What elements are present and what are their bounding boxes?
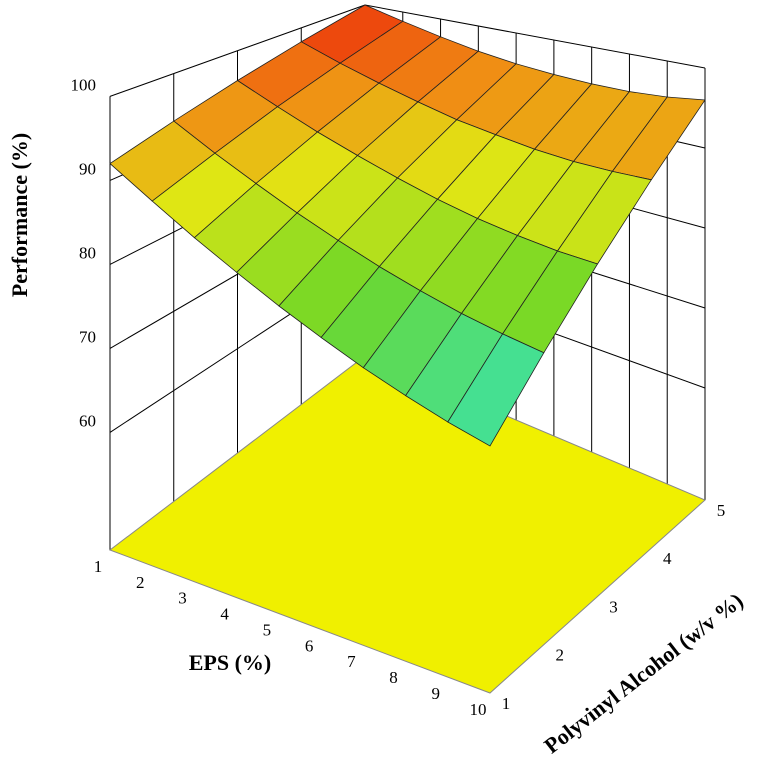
y-tick-label: 4 bbox=[663, 549, 672, 568]
z-axis-title: Performance (%) bbox=[7, 133, 32, 297]
y-tick-label: 5 bbox=[717, 501, 726, 520]
x-tick-label: 3 bbox=[178, 589, 187, 608]
wall-grid-line bbox=[364, 4, 706, 69]
x-tick-label: 1 bbox=[94, 557, 103, 576]
floor bbox=[108, 355, 706, 694]
x-tick-label: 7 bbox=[347, 652, 356, 671]
labels: 60 70 80 90 100 1 2 3 4 5 1 2 3 4 5 6 7 8 9 10 bbox=[71, 75, 726, 719]
y-tick-label: 1 bbox=[502, 694, 511, 713]
y-tick-label: 3 bbox=[609, 597, 618, 616]
z-tick-label: 90 bbox=[79, 159, 96, 178]
z-tick-label: 70 bbox=[79, 327, 96, 346]
x-tick-label: 6 bbox=[305, 636, 314, 655]
surface-patch bbox=[447, 333, 545, 447]
x-tick-label: 9 bbox=[432, 684, 441, 703]
x-tick-label: 10 bbox=[470, 700, 487, 719]
x-tick-label: 4 bbox=[220, 605, 229, 624]
floor-plane bbox=[108, 355, 706, 694]
x-tick-label: 2 bbox=[136, 573, 145, 592]
x-tick-label: 5 bbox=[263, 620, 272, 639]
z-tick-label: 60 bbox=[79, 411, 96, 430]
z-tick-label: 80 bbox=[79, 243, 96, 262]
x-tick-label: 8 bbox=[389, 668, 398, 687]
x-axis-title: EPS (%) bbox=[189, 650, 272, 675]
surface bbox=[109, 4, 706, 447]
y-tick-label: 2 bbox=[556, 646, 565, 665]
z-tick-label: 100 bbox=[71, 75, 97, 94]
